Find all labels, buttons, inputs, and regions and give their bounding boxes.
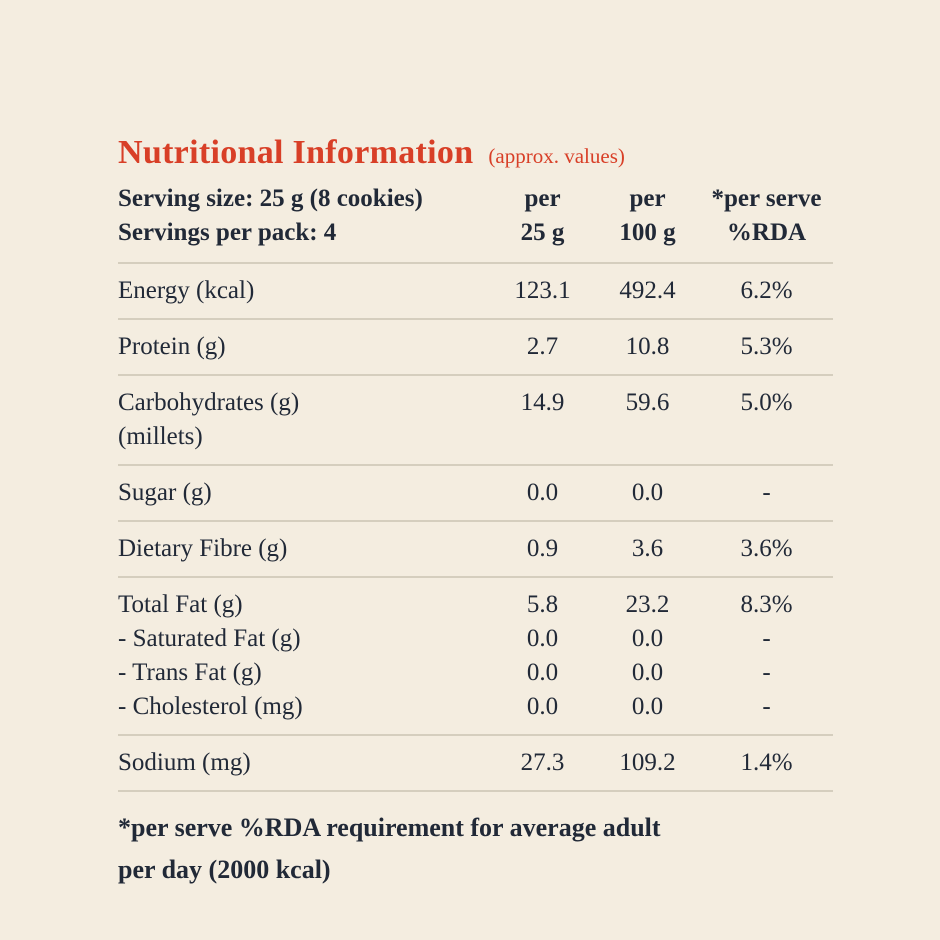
cell-per-25g-value: 0.0 — [526, 693, 559, 720]
cell-nutrient-label: - Trans Fat (g) — [118, 659, 262, 686]
table-section: Protein (g) 2.7 10.8 5.3% — [118, 320, 833, 376]
cell-rda-value: 1.4% — [740, 749, 793, 776]
cell-nutrient-label: Energy (kcal) — [118, 277, 255, 304]
table-row: Dietary Fibre (g) 0.9 3.6 3.6% — [118, 532, 833, 566]
cell-rda-value: - — [762, 693, 771, 720]
cell-nutrient-label: Total Fat (g) — [118, 591, 243, 618]
cell-per-100g-value: 0.0 — [631, 625, 664, 652]
nutrition-table-body: Energy (kcal) 123.1 492.4 6.2% Protein (g) 2.… — [118, 264, 833, 792]
table-row: - Cholesterol (mg) 0.0 0.0 - — [118, 690, 833, 724]
column-header-line: %RDA — [726, 219, 807, 246]
cell-rda-value: - — [762, 659, 771, 686]
table-section: Carbohydrates (g) 14.9 59.6 5.0% (millets) — [118, 376, 833, 466]
rda-footnote-line1: *per serve %RDA requirement for average … — [118, 813, 661, 842]
table-row: Carbohydrates (g) 14.9 59.6 5.0% — [118, 386, 833, 420]
cell-per-25g-value: 0.9 — [526, 535, 559, 562]
column-header-line: *per serve — [711, 185, 822, 212]
cell-per-100g-value: 3.6 — [631, 535, 664, 562]
nutrition-panel: Nutritional Information (approx. values)… — [118, 134, 833, 891]
table-row: Protein (g) 2.7 10.8 5.3% — [118, 330, 833, 364]
cell-nutrient-label: - Saturated Fat (g) — [118, 625, 301, 652]
cell-nutrient-label: (millets) — [118, 423, 203, 450]
table-row: Sugar (g) 0.0 0.0 - — [118, 476, 833, 510]
table-row: Sodium (mg) 27.3 109.2 1.4% — [118, 746, 833, 780]
cell-nutrient-label: - Cholesterol (mg) — [118, 693, 303, 720]
cell-per-25g-value: 2.7 — [526, 333, 559, 360]
cell-per-100g-value: 23.2 — [625, 591, 670, 618]
cell-per-25g-value: 0.0 — [526, 625, 559, 652]
cell-rda-value: 8.3% — [740, 591, 793, 618]
cell-per-25g-value: 27.3 — [520, 749, 565, 776]
cell-rda-value: 6.2% — [740, 277, 793, 304]
cell-nutrient-label: Sugar (g) — [118, 479, 212, 506]
table-section: Sodium (mg) 27.3 109.2 1.4% — [118, 736, 833, 792]
column-header-line: 100 g — [619, 219, 676, 246]
cell-rda-value: 5.3% — [740, 333, 793, 360]
serving-size-text: Serving size: 25 g (8 cookies) — [118, 185, 423, 212]
panel-title-row: Nutritional Information (approx. values) — [118, 134, 833, 172]
cell-per-100g-value: 109.2 — [619, 749, 676, 776]
cell-rda-value: 3.6% — [740, 535, 793, 562]
rda-footnote: *per serve %RDA requirement for average … — [118, 807, 833, 891]
cell-per-25g-value: 123.1 — [514, 277, 571, 304]
column-header-line: per — [524, 185, 561, 212]
cell-nutrient-label: Sodium (mg) — [118, 749, 251, 776]
table-row: - Saturated Fat (g) 0.0 0.0 - — [118, 622, 833, 656]
table-section: Dietary Fibre (g) 0.9 3.6 3.6% — [118, 522, 833, 578]
servings-per-pack-text: Servings per pack: 4 — [118, 219, 337, 246]
cell-per-100g-value: 0.0 — [631, 479, 664, 506]
cell-per-100g-value: 0.0 — [631, 659, 664, 686]
cell-nutrient-label: Protein (g) — [118, 333, 226, 360]
cell-per-25g-value: 5.8 — [526, 591, 559, 618]
cell-rda-value: - — [762, 479, 771, 506]
cell-nutrient-label: Carbohydrates (g) — [118, 389, 300, 416]
cell-per-100g-value: 492.4 — [619, 277, 676, 304]
table-row: Total Fat (g) 5.8 23.2 8.3% — [118, 588, 833, 622]
column-header-per-100g: per 100 g — [595, 182, 700, 250]
cell-rda-value: - — [762, 625, 771, 652]
column-header-line: 25 g — [520, 219, 565, 246]
panel-title-note: (approx. values) — [488, 144, 625, 168]
cell-per-100g-value: 10.8 — [625, 333, 670, 360]
table-row: (millets) — [118, 420, 833, 454]
cell-rda-value: 5.0% — [740, 389, 793, 416]
table-row: - Trans Fat (g) 0.0 0.0 - — [118, 656, 833, 690]
cell-per-100g-value: 0.0 — [631, 693, 664, 720]
table-section: Energy (kcal) 123.1 492.4 6.2% — [118, 264, 833, 320]
column-header-line: per — [629, 185, 666, 212]
cell-per-100g-value: 59.6 — [625, 389, 670, 416]
cell-per-25g-value: 14.9 — [520, 389, 565, 416]
rda-footnote-line2: per day (2000 kcal) — [118, 855, 331, 884]
table-section: Sugar (g) 0.0 0.0 - — [118, 466, 833, 522]
panel-title: Nutritional Information — [118, 134, 474, 171]
column-header-per-25g: per 25 g — [490, 182, 595, 250]
table-row: Energy (kcal) 123.1 492.4 6.2% — [118, 274, 833, 308]
cell-per-25g-value: 0.0 — [526, 659, 559, 686]
serving-info: Serving size: 25 g (8 cookies) Servings … — [118, 182, 490, 250]
table-section: Total Fat (g) 5.8 23.2 8.3% - Saturated Fat … — [118, 578, 833, 736]
table-header: Serving size: 25 g (8 cookies) Servings … — [118, 182, 833, 264]
column-header-rda: *per serve %RDA — [700, 182, 833, 250]
cell-nutrient-label: Dietary Fibre (g) — [118, 535, 288, 562]
cell-per-25g-value: 0.0 — [526, 479, 559, 506]
